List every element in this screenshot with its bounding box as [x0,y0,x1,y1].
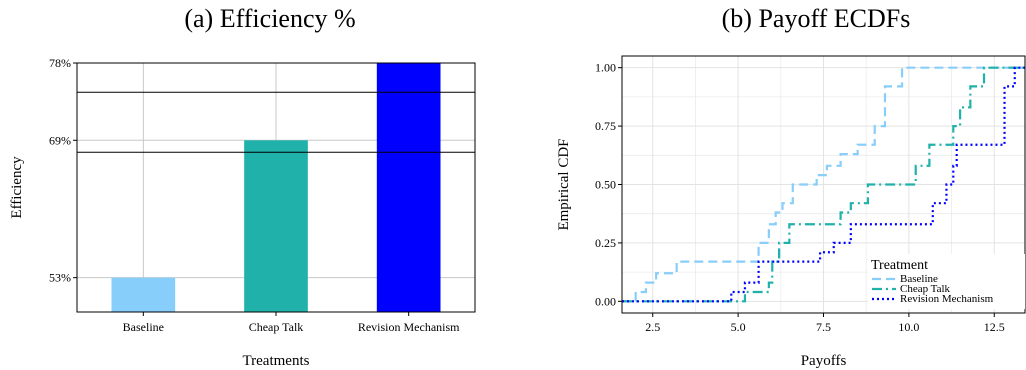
ecdf-x-tick-label: 2.5 [645,320,660,334]
bar-chart-y-tick-label: 78% [49,56,71,70]
legend-label-cheap-talk: Cheap Talk [900,283,951,295]
ecdf-line-revision-mechanism [622,66,1025,303]
ecdf-x-tick-label: 7.5 [816,320,831,334]
ecdf-x-tick-label: 12.5 [984,320,1005,334]
bar-chart-bars [111,63,441,312]
ecdf-x-tick-label: 5.0 [731,320,746,334]
panel-b-title: (b) Payoff ECDFs [721,4,911,33]
ecdf-y-tick-label: 0.25 [595,236,616,250]
ecdf-line-baseline [622,66,1025,303]
ecdf-y-tick-label: 0.00 [595,294,616,308]
bar-cheap-talk [244,140,308,312]
ecdf-line-cheap-talk [622,66,1025,303]
legend-label-baseline: Baseline [900,273,938,285]
legend-background [868,254,1025,309]
bar-chart-y-axis-label: Efficiency [9,156,25,219]
ecdf-chart-ticks: 0.00 0.25 0.50 0.75 1.00 2.5 5.0 7.5 10.0 12.5 [595,61,1005,334]
legend-label-revision-mechanism: Revision Mechanism [900,293,994,305]
panel-a-title: (a) Efficiency % [184,4,356,33]
bar-revision-mechanism [376,63,441,312]
bar-chart-ticks: 53% 69% 78% Baseline Cheap Talk Revision Mech… [49,56,460,334]
bar-chart-x-axis-label: Treatments [243,353,310,369]
bar-chart-reference-lines [77,91,475,153]
ecdf-chart-series [622,66,1025,303]
legend-title: Treatment [871,258,928,273]
ecdf-y-tick-label: 0.50 [595,178,616,192]
bar-chart-x-tick-label: Cheap Talk [249,320,304,334]
ecdf-chart-y-axis-label: Empirical CDF [556,138,572,230]
ecdf-chart-grid [622,56,1025,313]
ecdf-y-tick-label: 0.75 [595,119,616,133]
bar-chart-y-tick-label: 53% [49,271,71,285]
ecdf-y-tick-label: 1.00 [595,61,616,75]
ecdf-chart-x-axis-label: Payoffs [801,353,847,369]
bar-chart-x-tick-label: Revision Mechanism [358,320,460,334]
bar-chart-x-tick-label: Baseline [123,320,164,334]
bar-chart-y-tick-label: 69% [49,133,71,147]
bar-baseline [111,277,176,312]
ecdf-x-tick-label: 10.0 [898,320,919,334]
